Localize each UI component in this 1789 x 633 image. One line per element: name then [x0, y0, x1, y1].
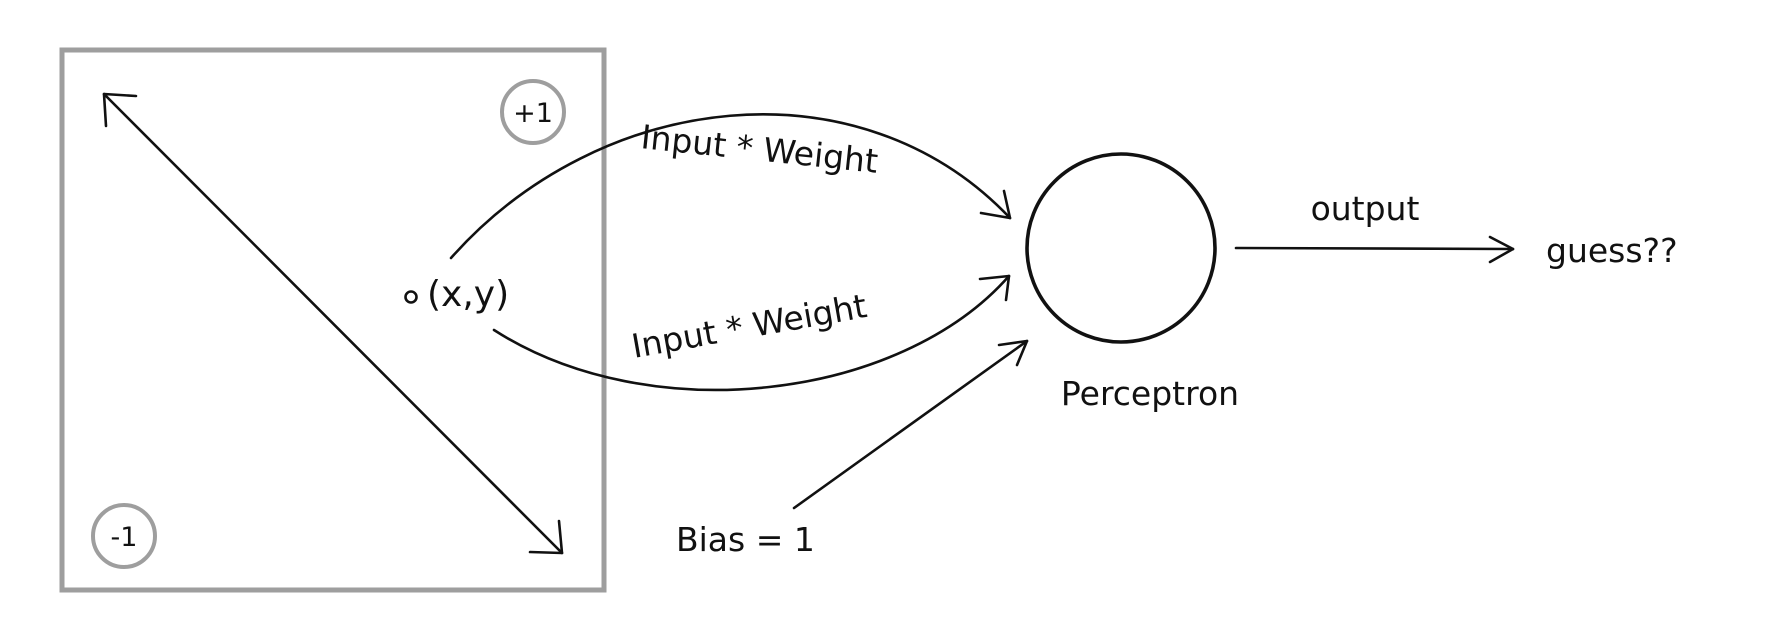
output-arrowhead — [1488, 235, 1515, 264]
plus-one-badge: +1 — [500, 79, 566, 145]
divider-arrowhead-top — [102, 92, 138, 128]
divider-line — [102, 92, 564, 555]
output-label: output — [1311, 189, 1420, 228]
perceptron-node: Perceptron — [1025, 152, 1239, 413]
bias-edge-arrowhead — [997, 339, 1029, 367]
perceptron-label: Perceptron — [1061, 374, 1239, 413]
weighted-edge-bottom: Input * Weight — [492, 274, 1011, 392]
perceptron-circle — [1025, 152, 1217, 344]
bias-label: Bias = 1 — [676, 520, 815, 559]
input-point-dot — [404, 290, 418, 304]
input-point: (x,y) — [404, 274, 509, 315]
output-edge: output — [1234, 189, 1515, 264]
guess-label: guess?? — [1546, 231, 1678, 270]
input-plane-frame — [59, 47, 607, 593]
minus-one-badge: -1 — [91, 503, 157, 569]
edge-top-arrowhead — [979, 189, 1012, 220]
input-plane: +1 -1 (x,y) — [59, 47, 607, 593]
edge-bottom-label: Input * Weight — [629, 286, 870, 366]
input-point-label: (x,y) — [427, 274, 509, 315]
divider-arrowhead-bottom — [528, 519, 564, 555]
edge-top-label: Input * Weight — [639, 117, 880, 181]
edge-bottom-arrowhead — [978, 274, 1011, 302]
bias-edge: Bias = 1 — [676, 339, 1029, 559]
minus-one-label: -1 — [111, 522, 138, 553]
plus-one-label: +1 — [513, 98, 553, 129]
